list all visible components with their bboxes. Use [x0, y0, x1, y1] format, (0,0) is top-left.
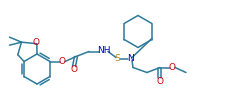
Text: O: O: [70, 65, 78, 74]
Text: NH: NH: [97, 46, 111, 55]
Text: S: S: [114, 54, 120, 63]
Text: O: O: [59, 57, 65, 66]
Text: N: N: [128, 54, 134, 63]
Text: O: O: [168, 63, 175, 72]
Text: O: O: [157, 76, 164, 85]
Text: O: O: [32, 38, 39, 47]
